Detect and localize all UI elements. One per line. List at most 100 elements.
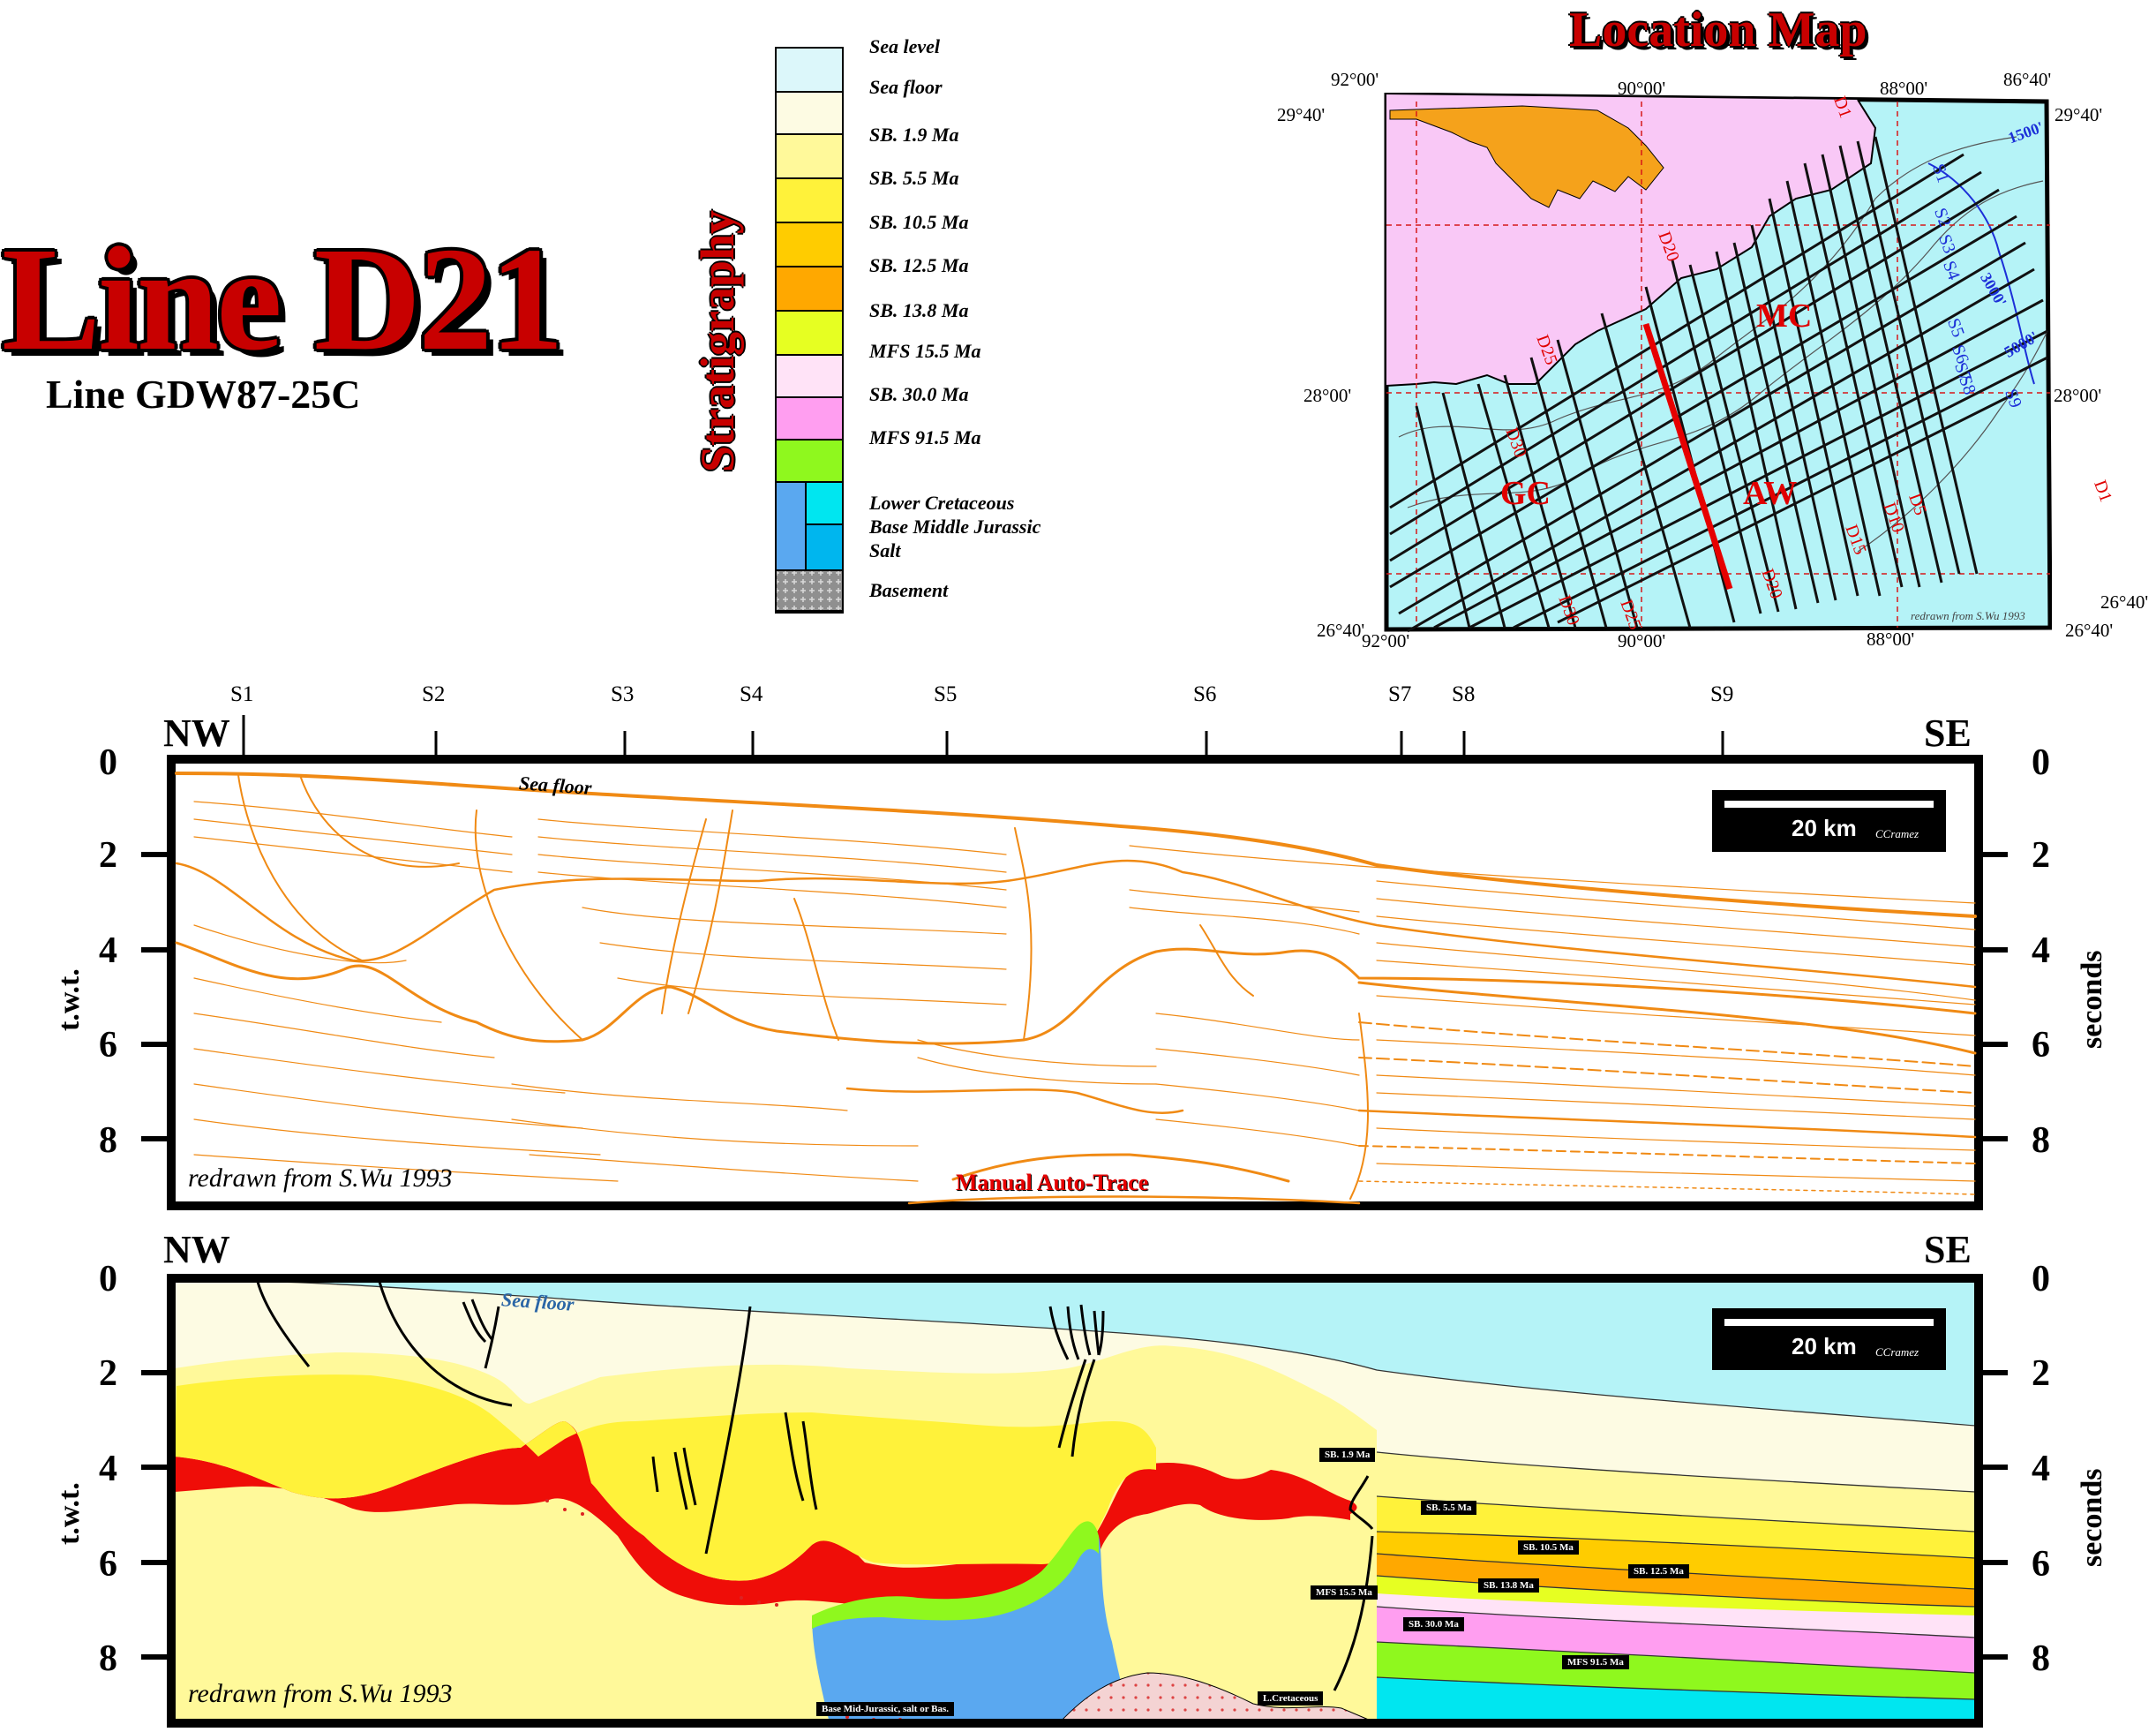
- horizon-tag-sb-1-9: SB. 1.9 Ma: [1319, 1448, 1376, 1462]
- legend-label-base-middle-jurassic: Base Middle Jurassic: [869, 516, 1041, 538]
- panel1-tick-0-left: 0: [99, 742, 117, 783]
- panel1-tick-4-right: 4: [2032, 930, 2050, 971]
- panel2-tick-4-right: 4: [2032, 1449, 2050, 1489]
- shotpoint-s5: S5: [934, 682, 958, 706]
- panel2-scale-credit: CCramez: [1875, 1345, 1919, 1359]
- shotpoint-s4: S4: [740, 682, 763, 706]
- page-title: Line D21: [2, 217, 564, 381]
- legend-swatch-sb-13-8: [775, 310, 844, 356]
- panel1-tick-4-left: 4: [99, 930, 117, 971]
- legend-label-sb-12-5: SB. 12.5 Ma: [869, 254, 969, 276]
- coord-lon-90-bottom: 90°00': [1618, 630, 1666, 651]
- panel1-scale-bar: 20 km CCramez: [1712, 790, 1946, 852]
- coord-lon-88-top: 88°00': [1880, 78, 1928, 99]
- legend-swatch-lower-cretaceous-cyan: [805, 481, 844, 525]
- legend-label-mfs-91-5: MFS 91.5 Ma: [869, 426, 981, 448]
- panel2-tick-8-right: 8: [2032, 1638, 2050, 1679]
- horizon-tag-sb-10-5: SB. 10.5 Ma: [1518, 1540, 1579, 1555]
- shotpoint-ticks: [242, 715, 1724, 759]
- panel1-tick-0-right: 0: [2032, 742, 2050, 783]
- horizon-tag-l-cretaceous: L.Cretaceous: [1258, 1691, 1324, 1706]
- panel2-tick-4-left: 4: [99, 1449, 117, 1489]
- legend-swatch-basement: [775, 569, 844, 612]
- legend-swatch-mfs-91-5: [775, 439, 844, 483]
- map-region-gc: GC: [1500, 475, 1551, 512]
- panel1-scale-credit: CCramez: [1875, 827, 1919, 840]
- legend-label-lower-cretaceous: Lower Cretaceous: [869, 492, 1015, 514]
- map-region-mc: MC: [1756, 297, 1813, 335]
- panel1-credit: redrawn from S.Wu 1993: [188, 1163, 453, 1193]
- panel1-nw-label: NW: [163, 712, 230, 755]
- panel2-scale-bar: 20 km CCramez: [1712, 1308, 1946, 1370]
- legend-swatch-base-middle-jurassic: [805, 523, 844, 571]
- shotpoint-s8: S8: [1452, 682, 1476, 706]
- panel2-scale-text: 20 km: [1792, 1333, 1857, 1359]
- coord-lat-2640-left: 26°40': [1317, 620, 1365, 641]
- coord-lon-92-bottom: 92°00': [1362, 630, 1410, 651]
- horizon-tag-sb-12-5: SB. 12.5 Ma: [1628, 1564, 1689, 1578]
- map-credit: redrawn from S.Wu 1993: [1911, 609, 2025, 622]
- panel2-tick-6-left: 6: [99, 1544, 117, 1585]
- panel2-tick-0-left: 0: [99, 1259, 117, 1299]
- panel2-nw-label: NW: [163, 1228, 230, 1271]
- page-subtitle: Line GDW87-25C: [46, 372, 361, 417]
- shotpoint-s7: S7: [1388, 682, 1412, 706]
- legend-label-basement: Basement: [869, 579, 949, 601]
- coord-lat-2940-left: 29°40': [1277, 104, 1326, 125]
- legend-swatch-sb-30: [775, 396, 844, 441]
- panel2-tick-8-left: 8: [99, 1638, 117, 1679]
- legend-label-sea-floor: Sea floor: [869, 76, 943, 98]
- legend-label-sb-10-5: SB. 10.5 Ma: [869, 211, 969, 233]
- seismic-panel: [141, 755, 2008, 1210]
- legend-label-sb-5-5: SB. 5.5 Ma: [869, 167, 959, 189]
- horizon-tag-base-mid-jurassic: Base Mid-Jurassic, salt or Bas.: [816, 1702, 955, 1716]
- horizon-tag-sb-30: SB. 30.0 Ma: [1403, 1617, 1464, 1631]
- panel1-se-label: SE: [1924, 712, 1972, 755]
- legend-swatch-sb-10-5: [775, 222, 844, 267]
- panel1-tick-2-left: 2: [99, 835, 117, 876]
- shotpoint-s9: S9: [1710, 682, 1734, 706]
- panel2-credit: redrawn from S.Wu 1993: [188, 1679, 453, 1708]
- location-map: [1384, 93, 2052, 633]
- legend-label-sb-30: SB. 30.0 Ma: [869, 383, 969, 405]
- coord-lat-2640-right: 26°40': [2065, 620, 2114, 641]
- panel2-tick-0-right: 0: [2032, 1259, 2050, 1299]
- legend-swatch-sea-level: [775, 47, 844, 93]
- legend-label-sea-level: Sea level: [869, 35, 941, 57]
- legend-swatch-mfs-15-5: [775, 354, 844, 398]
- panel2-tick-2-right: 2: [2032, 1353, 2050, 1394]
- coord-lat-28-left: 28°00': [1303, 385, 1352, 406]
- panel1-tick-6-left: 6: [99, 1025, 117, 1066]
- panel1-tick-2-right: 2: [2032, 835, 2050, 876]
- shotpoint-s6: S6: [1193, 682, 1217, 706]
- panel2-se-label: SE: [1924, 1228, 1972, 1271]
- panel1-scale-text: 20 km: [1792, 815, 1857, 841]
- stratigraphy-column: [775, 47, 844, 614]
- legend-swatch-sb-5-5: [775, 177, 844, 223]
- horizon-tag-sb-5-5: SB. 5.5 Ma: [1421, 1501, 1477, 1515]
- coord-lat-2940-right: 29°40': [2055, 104, 2103, 125]
- coord-lon-92-top: 92°00': [1331, 69, 1379, 90]
- panel2-tick-2-left: 2: [99, 1353, 117, 1394]
- shotpoint-s1: S1: [230, 682, 254, 706]
- horizon-tag-sb-13-8: SB. 13.8 Ma: [1478, 1578, 1539, 1593]
- legend-label-salt: Salt: [869, 539, 901, 561]
- legend-swatch-sb-12-5: [775, 266, 844, 312]
- coord-lat-28-right: 28°00': [2054, 385, 2102, 406]
- legend-label-sb-1-9: SB. 1.9 Ma: [869, 124, 959, 146]
- legend-label-mfs-15-5: MFS 15.5 Ma: [869, 340, 981, 362]
- interpretation-panel: [141, 1274, 2008, 1728]
- legend-label-sb-13-8: SB. 13.8 Ma: [869, 299, 969, 321]
- map-line-d21: [1642, 322, 1733, 591]
- shotpoint-s2: S2: [422, 682, 446, 706]
- coord-lat-2640-right-upper: 26°40': [2100, 591, 2149, 613]
- coord-lon-8640-top: 86°40': [2003, 69, 2052, 90]
- panel2-tick-6-right: 6: [2032, 1544, 2050, 1585]
- horizon-tag-mfs-15-5: MFS 15.5 Ma: [1311, 1585, 1378, 1600]
- map-region-aw: AW: [1743, 475, 1798, 512]
- panel1-autotrace-label: Manual Auto-Trace: [956, 1170, 1149, 1195]
- map-orange-area: [1389, 105, 1664, 208]
- horizon-tag-mfs-91-5: MFS 91.5 Ma: [1562, 1655, 1629, 1669]
- map-label-d1: D1: [2090, 478, 2116, 505]
- legend-swatch-sea-floor: [775, 91, 844, 135]
